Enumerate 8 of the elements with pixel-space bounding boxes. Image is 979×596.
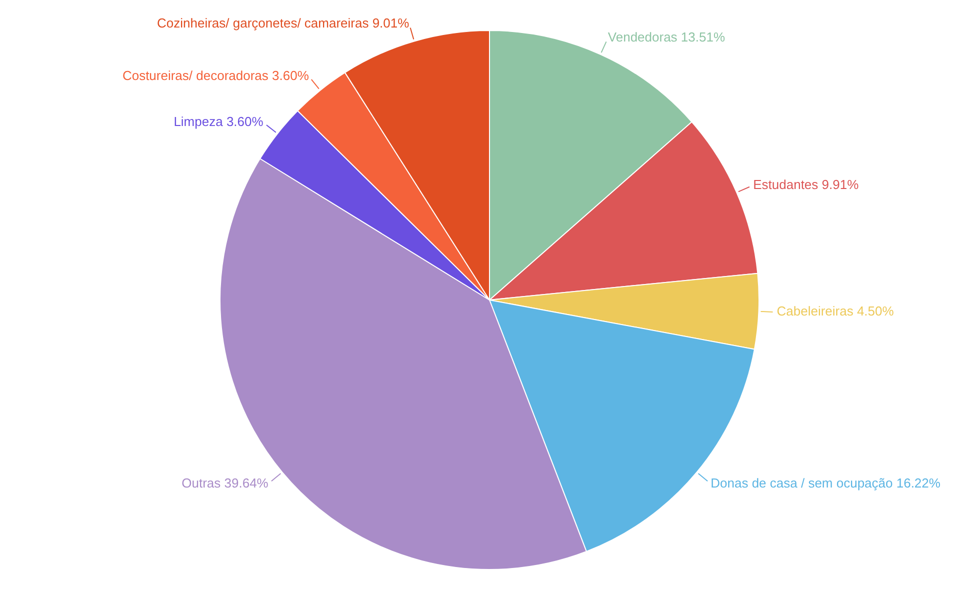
slice-label: Costureiras/ decoradoras 3.60% — [122, 68, 310, 83]
slice-label: Outras 39.64% — [182, 475, 269, 490]
slice-label: Vendedoras 13.51% — [608, 30, 726, 45]
slice-label: Limpeza 3.60% — [174, 114, 264, 130]
slice-label: Donas de casa / sem ocupação 16.22% — [710, 475, 941, 490]
slice-label: Estudantes 9.91% — [753, 176, 860, 192]
slice-label: Cabeleireiras 4.50% — [776, 304, 894, 319]
slice-label: Cozinheiras/ garçonetes/ camareiras 9.01% — [157, 16, 410, 31]
